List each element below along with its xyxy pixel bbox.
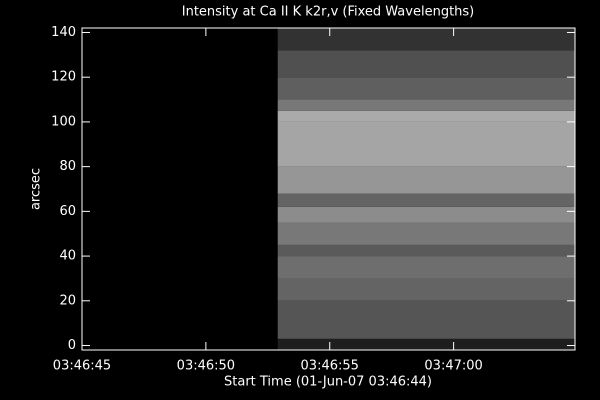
image-row	[277, 300, 575, 339]
x-tick-label: 03:46:45	[53, 359, 111, 374]
image-row	[277, 166, 575, 194]
y-tick-label: 120	[51, 70, 76, 85]
y-axis-label: arcsec	[29, 168, 44, 210]
image-row	[277, 28, 575, 51]
y-tick-label: 100	[51, 114, 76, 129]
x-tick-label: 03:46:55	[301, 359, 359, 374]
y-tick-label: 40	[59, 249, 76, 264]
y-tick-label: 20	[59, 293, 76, 308]
image-row	[277, 206, 575, 223]
image-row	[277, 99, 575, 111]
image-row	[277, 338, 575, 350]
y-tick-label: 140	[51, 25, 76, 40]
y-tick-label: 60	[59, 204, 76, 219]
image-row	[277, 110, 575, 122]
image-row	[277, 222, 575, 245]
image-row	[277, 244, 575, 257]
x-tick-label: 03:46:50	[177, 359, 235, 374]
x-tick-label: 03:47:00	[424, 359, 482, 374]
image-row	[277, 193, 575, 207]
plot-frame	[81, 27, 576, 351]
image-row	[277, 278, 575, 301]
image-row	[277, 121, 575, 167]
chart-title: Intensity at Ca II K k2r,v (Fixed Wavele…	[182, 5, 475, 20]
image-row	[277, 50, 575, 78]
y-tick-label: 80	[59, 159, 76, 174]
image-row	[277, 77, 575, 100]
x-axis-label: Start Time (01-Jun-07 03:46:44)	[224, 375, 432, 390]
image-row	[277, 256, 575, 279]
y-tick-label: 0	[68, 338, 76, 353]
